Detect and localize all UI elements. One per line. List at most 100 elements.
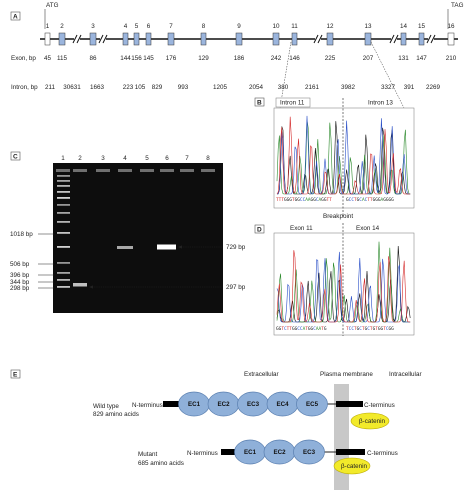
exon-number: 5: [135, 23, 139, 30]
panel-b: B Intron 11 Intron 13 TTTGGGTGGCCAAGGCAG…: [254, 41, 415, 216]
sequence-base: T: [375, 326, 378, 332]
sequence-base: T: [370, 326, 373, 332]
band-lane4-729bp: [117, 246, 133, 249]
ladder-band: [57, 191, 70, 193]
trace-line: [276, 250, 411, 323]
gene-break-mark: [430, 34, 436, 44]
wild-type-domain-label: EC4: [276, 401, 289, 408]
panel-a: A ATG TAG 145211538641445156614571768129…: [10, 2, 464, 91]
wild-type-domain-label: EC5: [306, 401, 319, 408]
ladder-marker-label: 396 bp: [10, 272, 30, 279]
gene-break-mark: [426, 34, 432, 44]
sequence-base: T: [326, 197, 329, 203]
gel-lane-numbers: 1 2 3 4 5 6 7 8: [61, 155, 210, 162]
sequence-base: T: [281, 197, 284, 203]
exon-size: 146: [289, 55, 300, 62]
intron-13-title: Intron 13: [368, 100, 393, 107]
sequence-base: T: [367, 197, 370, 203]
sequence-base: A: [303, 326, 306, 332]
ladder-band: [57, 279, 70, 281]
exon-number: 4: [124, 23, 128, 30]
sequence-base: G: [313, 197, 316, 203]
wild-type-domain-label: EC3: [247, 401, 260, 408]
sequence-base: C: [303, 197, 306, 203]
sequence-base: A: [316, 326, 319, 332]
intron-size: 1663: [90, 84, 105, 91]
wild-type-length: 829 amino acids: [93, 411, 139, 418]
mutant-n-bar: [221, 449, 235, 455]
sequence-base: T: [354, 326, 357, 332]
sequence-base: G: [276, 326, 279, 332]
sequence-base: G: [391, 326, 394, 332]
sequence-b-right: GCCTGCACTTGGGAGGGG: [346, 197, 394, 203]
sequence-base: G: [311, 326, 314, 332]
exon-box: [167, 32, 175, 46]
lane-number: 8: [206, 155, 210, 162]
exon-number: 1: [46, 23, 50, 30]
sequence-base: A: [381, 197, 384, 203]
intron-size: 391: [404, 84, 415, 91]
ladder-band: [57, 204, 70, 206]
sequence-base: G: [389, 326, 392, 332]
sequence-base: G: [373, 326, 376, 332]
wild-type-n-terminus: N-terminus: [132, 402, 163, 409]
zoom-line-right: [370, 41, 405, 109]
panel-c-label: C: [13, 154, 18, 161]
gene-break-mark: [393, 34, 399, 44]
wild-type-beta-catenin-label: β-catenin: [359, 418, 386, 425]
sequence-b-left: TTTGGGTGGCCAAGGCAGGTT: [276, 197, 332, 203]
sequence-base: C: [284, 326, 287, 332]
exon-number: 7: [169, 23, 173, 30]
trace-line: [276, 241, 411, 323]
sequence-base: T: [281, 326, 284, 332]
sequence-base: G: [284, 197, 287, 203]
exon-size: 145: [143, 55, 154, 62]
exon-box: [44, 32, 51, 46]
mutant-domain-label: EC3: [303, 449, 316, 456]
gene-break-mark: [76, 34, 82, 44]
exon-number: 8: [202, 23, 206, 30]
wild-type-domain-label: EC1: [188, 401, 201, 408]
sequence-base: T: [279, 197, 282, 203]
ladder-marker-label: 506 bp: [10, 261, 30, 268]
tag-label: TAG: [451, 2, 464, 9]
wild-type-n-bar: [163, 401, 181, 407]
exon-number: 13: [364, 23, 372, 30]
breakpoint-label: Breakpoint: [323, 213, 353, 220]
panel-e-label-box: [10, 369, 21, 379]
sequence-base: A: [319, 197, 322, 203]
arrow-729-head: [178, 245, 182, 249]
intron-sizes: 211 30631 1663 223 105 829 993 1205 2054 380 2161 3…: [45, 84, 441, 91]
sequence-base: G: [324, 197, 327, 203]
mutant-c-terminus: C-terminus: [367, 450, 398, 457]
sequence-base: T: [354, 197, 357, 203]
arrow-297-head: [89, 285, 93, 289]
ladder-band: [57, 221, 70, 223]
exon-size: 144: [120, 55, 131, 62]
mutant-domain-label: EC2: [273, 449, 286, 456]
panel-d: D Exon 11 Exon 14 GGTCTTGGCCATGGCAATG TC…: [254, 223, 415, 336]
sequence-base: T: [287, 326, 290, 332]
intron-size: 105: [135, 84, 146, 91]
exon-size: 86: [89, 55, 97, 62]
lane-number: 3: [101, 155, 105, 162]
ladder-band: [57, 246, 70, 248]
exon-number: 9: [237, 23, 241, 30]
sequence-base: G: [386, 197, 389, 203]
exon-box: [272, 32, 280, 46]
sequence-base: T: [305, 326, 308, 332]
panel-d-label-box: [254, 224, 265, 234]
sequence-base: A: [319, 326, 322, 332]
sequence-d-left: GGTCTTGGCCATGGCAATG: [276, 326, 327, 332]
exon-layer: 1452115386414451566145717681299186102421…: [44, 23, 457, 62]
gene-backbone: [40, 34, 458, 44]
ladder-band: [57, 175, 70, 177]
gene-break-mark: [72, 34, 78, 44]
exon-size: 176: [166, 55, 177, 62]
sequence-base: C: [349, 326, 352, 332]
intracellular-label: Intracellular: [389, 371, 422, 378]
sequence-base: T: [362, 326, 365, 332]
sequence-base: G: [321, 197, 324, 203]
sequence-base: C: [316, 197, 319, 203]
